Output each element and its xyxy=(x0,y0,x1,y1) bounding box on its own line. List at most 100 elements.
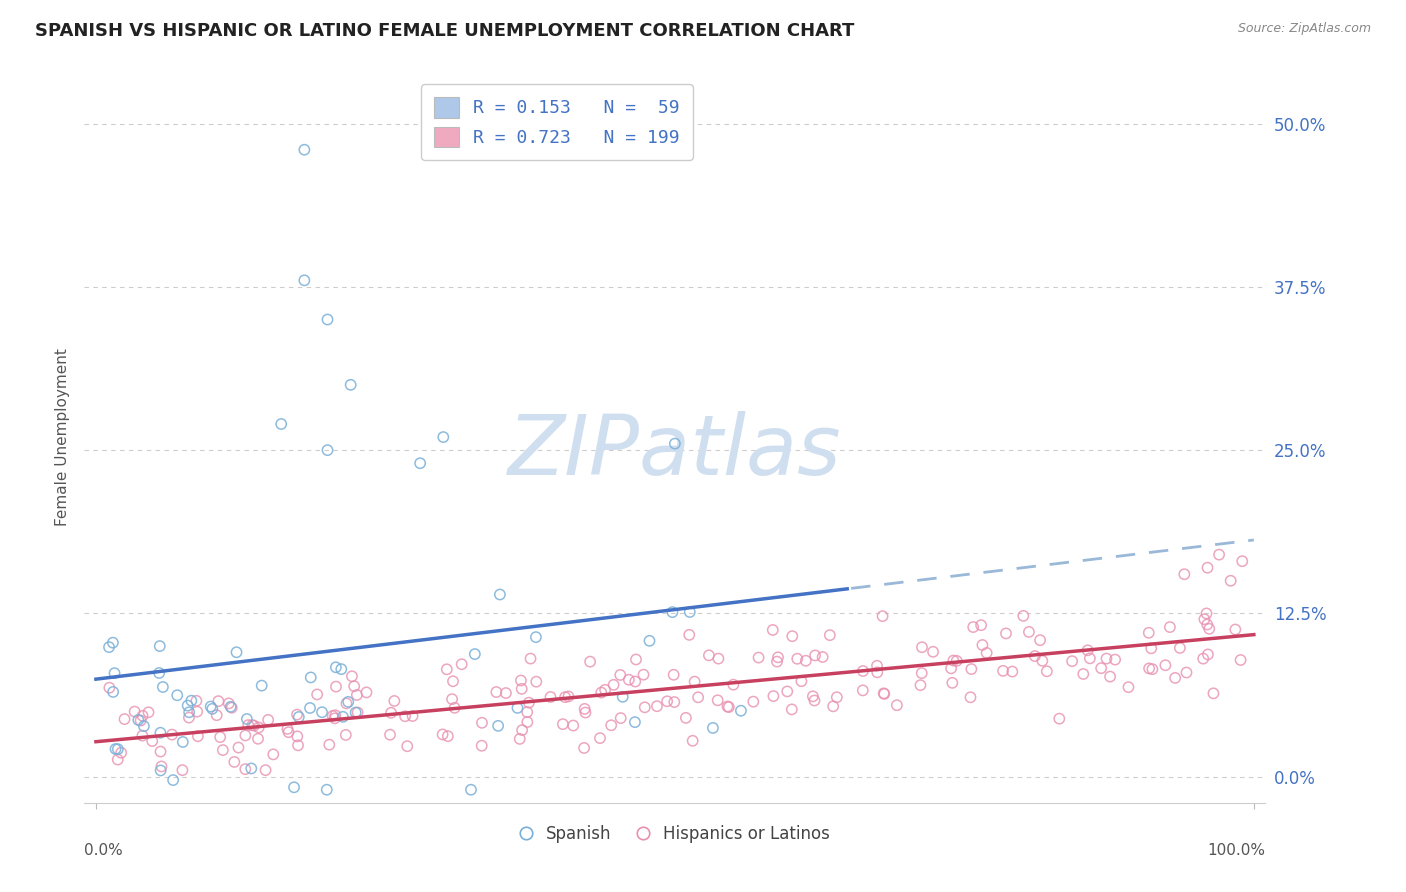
Point xyxy=(307,688,329,702)
Point xyxy=(1197,648,1219,662)
Point xyxy=(235,728,257,742)
Point xyxy=(517,696,540,710)
Text: SPANISH VS HISPANIC OR LATINO FEMALE UNEMPLOYMENT CORRELATION CHART: SPANISH VS HISPANIC OR LATINO FEMALE UNE… xyxy=(35,22,855,40)
Point xyxy=(945,654,967,668)
Point xyxy=(702,721,724,735)
Point xyxy=(209,730,232,744)
Point xyxy=(786,652,808,666)
Point xyxy=(238,718,260,732)
Point xyxy=(1164,671,1187,685)
Point xyxy=(991,664,1014,678)
Point xyxy=(818,628,841,642)
Point xyxy=(1202,686,1225,700)
Point xyxy=(432,727,454,741)
Point xyxy=(277,725,299,739)
Point xyxy=(519,651,541,665)
Point xyxy=(1192,651,1215,665)
Point xyxy=(228,740,250,755)
Point xyxy=(1012,608,1035,623)
Point xyxy=(218,697,240,711)
Point xyxy=(572,741,595,756)
Point xyxy=(776,684,799,698)
Point xyxy=(1219,574,1241,588)
Point xyxy=(794,654,817,668)
Point xyxy=(460,782,482,797)
Point xyxy=(432,430,454,444)
Point xyxy=(335,728,357,742)
Text: ZIPatlas: ZIPatlas xyxy=(508,411,842,492)
Point xyxy=(149,639,172,653)
Point xyxy=(283,780,305,795)
Point xyxy=(790,674,813,689)
Point xyxy=(335,697,357,711)
Point xyxy=(716,699,738,714)
Point xyxy=(873,687,896,701)
Point xyxy=(325,660,347,674)
Point xyxy=(471,715,494,730)
Point xyxy=(292,273,315,287)
Point xyxy=(187,729,209,743)
Point xyxy=(540,690,562,704)
Point xyxy=(866,665,889,680)
Point xyxy=(873,686,896,700)
Point xyxy=(994,626,1017,640)
Point xyxy=(782,629,804,643)
Point xyxy=(224,755,246,769)
Point xyxy=(679,605,702,619)
Point xyxy=(634,700,657,714)
Point xyxy=(574,702,596,716)
Point xyxy=(409,456,432,470)
Point xyxy=(1095,651,1118,665)
Point xyxy=(1197,560,1219,574)
Point xyxy=(129,714,152,728)
Point xyxy=(179,705,201,719)
Point xyxy=(441,692,464,706)
Point xyxy=(657,694,679,708)
Point xyxy=(922,645,945,659)
Point xyxy=(516,705,538,719)
Point xyxy=(551,717,574,731)
Point xyxy=(1159,620,1181,634)
Point xyxy=(325,680,347,694)
Point xyxy=(132,719,155,733)
Point xyxy=(766,650,789,665)
Point xyxy=(254,763,277,777)
Point xyxy=(1140,641,1163,656)
Point xyxy=(972,638,994,652)
Point xyxy=(437,729,460,743)
Point xyxy=(450,657,472,672)
Point xyxy=(436,662,458,676)
Point xyxy=(236,712,259,726)
Point xyxy=(516,714,538,729)
Point xyxy=(1071,667,1094,681)
Point xyxy=(1104,652,1126,666)
Point xyxy=(1077,643,1099,657)
Point xyxy=(1031,654,1053,668)
Point xyxy=(323,708,346,723)
Point xyxy=(624,652,647,666)
Point xyxy=(602,678,624,692)
Point xyxy=(683,674,706,689)
Point xyxy=(346,706,368,720)
Point xyxy=(804,648,827,663)
Point xyxy=(697,648,720,663)
Point xyxy=(823,699,845,714)
Point xyxy=(394,709,416,723)
Point xyxy=(664,436,686,450)
Point xyxy=(1001,665,1024,679)
Point xyxy=(624,674,647,689)
Point xyxy=(276,722,298,736)
Point xyxy=(221,700,243,714)
Point xyxy=(911,640,934,655)
Point xyxy=(678,628,700,642)
Point xyxy=(554,690,576,705)
Text: 0.0%: 0.0% xyxy=(84,843,124,858)
Point xyxy=(339,377,361,392)
Point xyxy=(510,681,533,696)
Point xyxy=(464,647,486,661)
Point xyxy=(557,690,579,704)
Point xyxy=(330,662,353,676)
Point xyxy=(292,143,315,157)
Point xyxy=(633,667,655,681)
Point xyxy=(233,762,256,776)
